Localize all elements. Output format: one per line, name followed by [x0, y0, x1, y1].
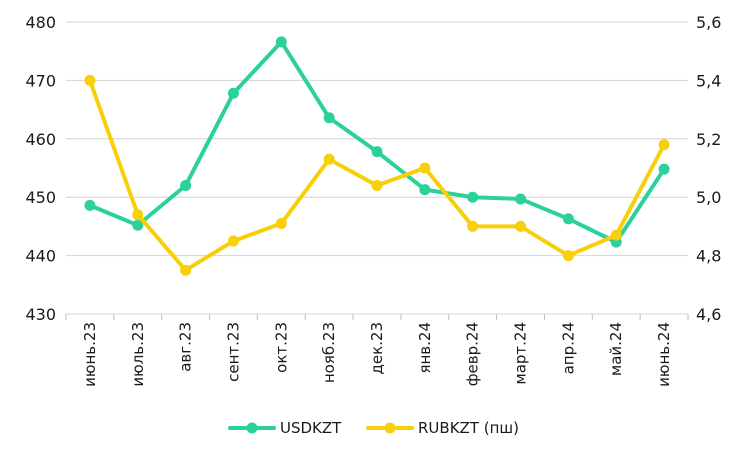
- right-tick-label: 5,6: [696, 13, 721, 32]
- data-point: [371, 146, 383, 158]
- series-line: [87, 78, 667, 273]
- left-tick-label: 460: [25, 130, 56, 149]
- legend-marker: [384, 422, 396, 434]
- data-point: [84, 74, 96, 86]
- data-point: [371, 180, 383, 192]
- left-tick-label: 450: [25, 188, 56, 207]
- right-tick-label: 5,2: [696, 130, 721, 149]
- x-tick-label: июнь.23: [81, 322, 99, 387]
- x-tick-label: февр.24: [464, 322, 482, 386]
- data-point: [84, 199, 96, 211]
- data-point: [180, 180, 192, 192]
- x-tick-label: окт.23: [272, 322, 290, 373]
- x-tick-label: дек.23: [368, 322, 386, 375]
- right-tick-label: 4,8: [696, 247, 721, 266]
- x-tick-label: апр.24: [559, 322, 577, 374]
- data-point: [467, 220, 479, 232]
- data-point: [419, 184, 431, 196]
- data-point: [610, 229, 622, 241]
- left-tick-label: 480: [25, 13, 56, 32]
- legend-label: RUBKZT (пш): [418, 419, 519, 437]
- x-tick-label: сент.23: [224, 322, 242, 382]
- x-tick-label: май.24: [607, 322, 625, 376]
- rubkzt-series: [84, 74, 670, 276]
- x-tick-label: июнь.24: [655, 322, 673, 387]
- data-point: [658, 163, 670, 175]
- data-point: [515, 193, 527, 205]
- data-point: [419, 162, 431, 174]
- left-tick-label: 440: [25, 247, 56, 266]
- data-point: [515, 220, 527, 232]
- right-tick-label: 5,0: [696, 188, 721, 207]
- data-point: [227, 235, 239, 247]
- data-point: [323, 112, 335, 124]
- x-tick-label: авг.23: [177, 322, 195, 372]
- x-tick-label: июль.23: [129, 322, 147, 387]
- x-tick-label: нояб.23: [320, 322, 338, 383]
- x-axis: июнь.23 июль.23 авг.23 сент.23 окт.23 нояб.23…: [65, 314, 689, 387]
- data-point: [323, 153, 335, 165]
- legend-marker: [246, 422, 258, 434]
- right-tick-label: 4,6: [696, 305, 721, 324]
- legend: USDKZT RUBKZT (пш): [228, 419, 519, 437]
- series-line: [87, 39, 667, 245]
- data-point: [562, 213, 574, 225]
- legend-label: USDKZT: [280, 419, 342, 437]
- series-lines: [84, 36, 670, 276]
- data-point: [275, 217, 287, 229]
- usdkzt-series: [84, 36, 670, 248]
- data-point: [658, 139, 670, 151]
- data-point: [467, 191, 479, 203]
- x-tick-label: март.24: [512, 322, 530, 385]
- data-point: [275, 36, 287, 48]
- x-tick-label: янв.24: [416, 322, 434, 374]
- left-tick-label: 470: [25, 71, 56, 90]
- right-tick-label: 5,4: [696, 71, 721, 90]
- data-point: [227, 87, 239, 99]
- left-y-axis: 430 440 450 460 470 480: [25, 13, 56, 324]
- right-y-axis: 4,6 4,8 5,0 5,2 5,4 5,6: [696, 13, 721, 324]
- legend-item: USDKZT: [228, 419, 342, 437]
- left-tick-label: 430: [25, 305, 56, 324]
- data-point: [562, 250, 574, 262]
- legend-item: RUBKZT (пш): [366, 419, 519, 437]
- data-point: [180, 264, 192, 276]
- data-point: [132, 209, 144, 221]
- grid-lines: [66, 21, 688, 315]
- data-point: [132, 219, 144, 231]
